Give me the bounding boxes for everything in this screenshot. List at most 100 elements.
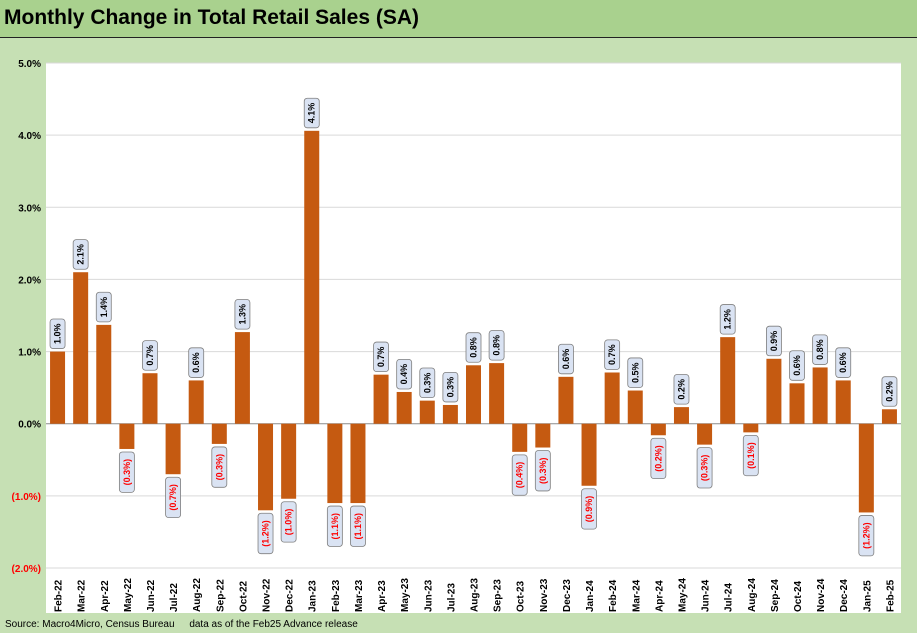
data-label-box xyxy=(696,447,713,489)
data-label-box xyxy=(165,476,181,519)
y-tick-label: 5.0% xyxy=(18,59,41,70)
data-label-text: (0.3%) xyxy=(122,459,132,486)
data-label-box xyxy=(303,97,320,129)
bar xyxy=(720,337,736,424)
data-label-text: (1.1%) xyxy=(330,513,340,540)
data-label-text: 0.9% xyxy=(769,331,779,352)
data-label-box xyxy=(835,347,852,378)
data-label: (0.3%) xyxy=(118,451,135,493)
y-tick-label: 4.0% xyxy=(18,131,41,142)
data-label: 4.1% xyxy=(303,97,320,129)
data-label: 0.8% xyxy=(812,334,829,365)
data-label: 0.6% xyxy=(789,350,805,381)
x-tick-label: Jul-23 xyxy=(446,583,457,612)
x-tick-label: Feb-24 xyxy=(608,579,619,612)
x-tick-label: Oct-22 xyxy=(238,580,249,612)
x-tick-label: May-23 xyxy=(400,578,411,612)
x-tick-label: Sep-22 xyxy=(215,579,226,612)
x-tick-label: Jun-24 xyxy=(701,579,712,612)
data-label-box xyxy=(442,371,459,403)
x-tick-label: Dec-22 xyxy=(285,579,296,612)
data-label-text: 1.2% xyxy=(723,309,733,330)
data-label: 0.5% xyxy=(627,357,644,388)
data-label: 2.1% xyxy=(72,239,89,270)
data-label: 0.6% xyxy=(188,347,205,378)
data-label-box xyxy=(118,451,135,493)
data-label-text: 1.0% xyxy=(53,324,63,345)
bar xyxy=(396,391,412,424)
bar xyxy=(766,358,782,424)
x-tick-label: Apr-24 xyxy=(654,580,665,612)
data-label-text: 0.8% xyxy=(815,339,825,360)
x-tick-label: Mar-23 xyxy=(354,579,365,612)
bar xyxy=(858,423,874,513)
data-label: (1.1%) xyxy=(350,505,366,547)
bar xyxy=(442,404,458,424)
bar xyxy=(350,423,366,504)
x-tick-label: Jul-24 xyxy=(724,583,735,612)
data-label-box xyxy=(419,367,436,399)
data-label-box xyxy=(188,347,205,378)
chart-title: Monthly Change in Total Retail Sales (SA… xyxy=(4,6,419,29)
source-note: Source: Macro4Micro, Census Bureau xyxy=(5,619,175,630)
bar xyxy=(650,423,666,436)
data-label-text: (1.1%) xyxy=(353,513,363,540)
data-label-text: (0.4%) xyxy=(515,462,525,489)
bar xyxy=(466,365,481,424)
data-label: 1.2% xyxy=(719,304,736,335)
x-tick-label: Sep-24 xyxy=(770,579,781,612)
x-tick-label: Jan-25 xyxy=(862,580,873,612)
x-tick-label: May-24 xyxy=(677,578,688,612)
x-tick-label: Aug-22 xyxy=(192,578,203,612)
bar xyxy=(789,383,805,424)
data-label-text: 0.5% xyxy=(630,362,640,383)
data-label-text: 0.7% xyxy=(145,345,155,366)
data-label-box xyxy=(49,318,66,349)
data-label-text: (1.2%) xyxy=(261,520,271,547)
x-tick-label: Mar-22 xyxy=(77,579,88,612)
bar xyxy=(673,407,689,424)
x-tick-label: Feb-23 xyxy=(331,579,342,612)
data-label-box xyxy=(581,488,597,530)
x-tick-label: Jan-24 xyxy=(585,580,596,612)
bar xyxy=(234,332,250,424)
data-label: 0.6% xyxy=(558,343,574,375)
bar xyxy=(419,400,435,424)
y-tick-label: (2.0%) xyxy=(12,564,41,575)
data-label-text: 0.6% xyxy=(561,349,571,370)
data-label-text: 0.2% xyxy=(676,379,686,400)
x-tick-label: Jun-23 xyxy=(423,579,434,612)
x-tick-label: Dec-23 xyxy=(562,579,573,612)
y-tick-label: 2.0% xyxy=(18,275,41,286)
bar xyxy=(211,423,227,444)
bar xyxy=(258,423,274,511)
data-label-text: (0.3%) xyxy=(700,455,710,482)
data-label-box xyxy=(881,376,898,407)
bar xyxy=(96,324,112,424)
bar xyxy=(812,367,828,424)
data-label-text: 2.1% xyxy=(76,244,86,265)
bar xyxy=(50,351,66,424)
x-tick-label: Apr-22 xyxy=(100,580,111,612)
x-tick-label: Aug-23 xyxy=(470,578,481,612)
data-label-text: 0.6% xyxy=(792,355,802,376)
data-label-text: (0.2%) xyxy=(653,445,663,472)
bar xyxy=(327,423,343,504)
data-label: 0.7% xyxy=(373,341,389,373)
data-label-box xyxy=(673,374,690,405)
data-label-text: (0.9%) xyxy=(584,496,594,523)
x-tick-label: Aug-24 xyxy=(747,578,758,612)
title-bar: Monthly Change in Total Retail Sales (SA… xyxy=(0,0,917,38)
data-label-box xyxy=(234,299,251,330)
bar xyxy=(489,363,505,424)
x-tick-label: Apr-23 xyxy=(377,580,388,612)
data-label: (0.3%) xyxy=(696,447,713,489)
bar xyxy=(835,380,851,424)
data-label-box xyxy=(396,358,413,390)
data-label-box xyxy=(326,505,343,547)
data-label: 0.3% xyxy=(442,371,459,403)
bar xyxy=(119,423,135,449)
data-label: 1.3% xyxy=(234,299,251,330)
y-tick-label: 1.0% xyxy=(18,348,41,359)
data-label-text: (1.0%) xyxy=(284,509,294,536)
